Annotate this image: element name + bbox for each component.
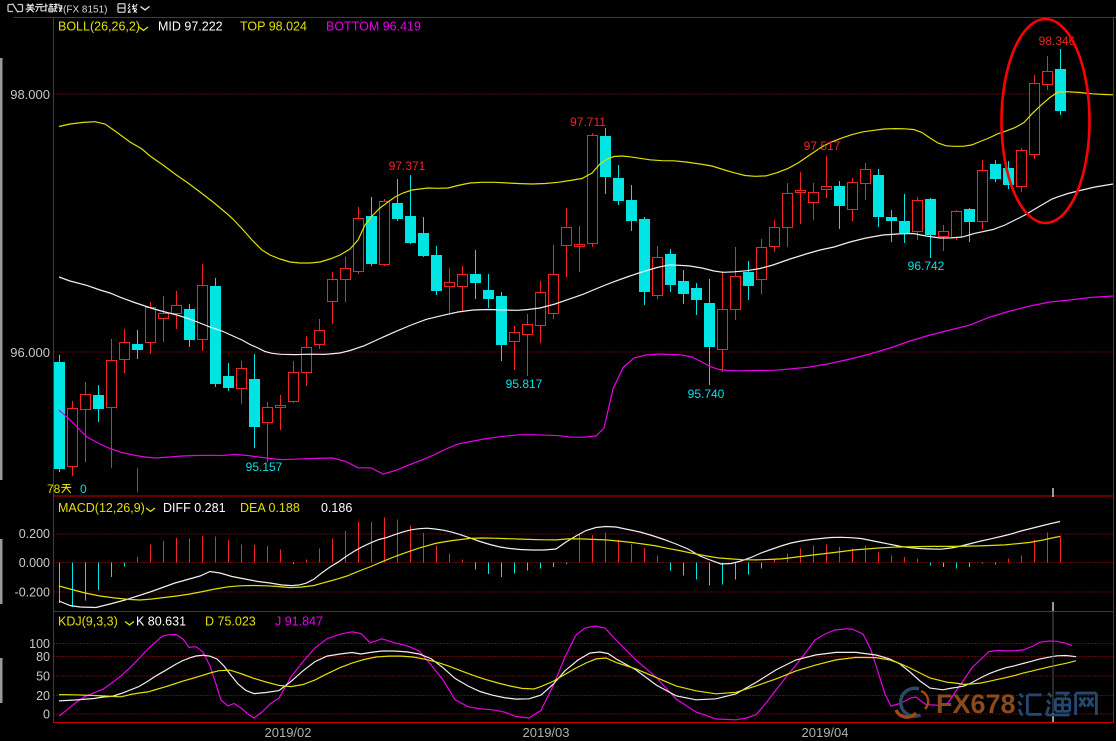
- svg-text:97.371: 97.371: [389, 159, 426, 173]
- svg-text:0: 0: [80, 482, 87, 496]
- svg-text:FX678: FX678: [936, 689, 1016, 719]
- svg-text:100: 100: [29, 637, 50, 651]
- svg-text:KDJ(9,3,3): KDJ(9,3,3): [58, 615, 118, 629]
- svg-text:0.200: 0.200: [19, 527, 50, 541]
- svg-text:MACD(12,26,9): MACD(12,26,9): [58, 501, 145, 515]
- svg-text:50: 50: [36, 670, 50, 684]
- svg-text:DIFF 0.281: DIFF 0.281: [163, 501, 226, 515]
- svg-text:96.742: 96.742: [908, 259, 945, 273]
- svg-text:98.346: 98.346: [1039, 34, 1076, 48]
- svg-text:2019/03: 2019/03: [523, 725, 570, 740]
- svg-text:DEA 0.188: DEA 0.188: [240, 501, 300, 515]
- svg-text:95.817: 95.817: [506, 377, 543, 391]
- svg-text:95.157: 95.157: [246, 460, 283, 474]
- svg-text:BOTTOM 96.419: BOTTOM 96.419: [326, 20, 421, 34]
- svg-text:TOP 98.024: TOP 98.024: [240, 20, 307, 34]
- svg-text:98.000: 98.000: [10, 87, 50, 102]
- svg-text:2019/02: 2019/02: [265, 725, 312, 740]
- svg-text:J 91.847: J 91.847: [275, 615, 323, 629]
- svg-text:D 75.023: D 75.023: [205, 615, 256, 629]
- svg-text:MID 97.222: MID 97.222: [158, 20, 223, 34]
- svg-text:80: 80: [36, 650, 50, 664]
- svg-text:78: 78: [47, 482, 61, 496]
- svg-text:97.517: 97.517: [804, 139, 841, 153]
- svg-text:96.000: 96.000: [10, 345, 50, 360]
- svg-text:BOLL(26,26,2): BOLL(26,26,2): [58, 20, 140, 34]
- svg-text:0.186: 0.186: [321, 501, 352, 515]
- svg-text:20: 20: [36, 689, 50, 703]
- svg-text:95.740: 95.740: [688, 387, 725, 401]
- svg-text:0: 0: [43, 708, 50, 722]
- svg-text:-0.200: -0.200: [15, 586, 50, 600]
- svg-text:0.000: 0.000: [19, 556, 50, 570]
- svg-text:97.711: 97.711: [570, 115, 606, 129]
- svg-text:2019/04: 2019/04: [802, 725, 849, 740]
- svg-text:K 80.631: K 80.631: [136, 615, 186, 629]
- svg-text:(FX 8151): (FX 8151): [63, 5, 107, 16]
